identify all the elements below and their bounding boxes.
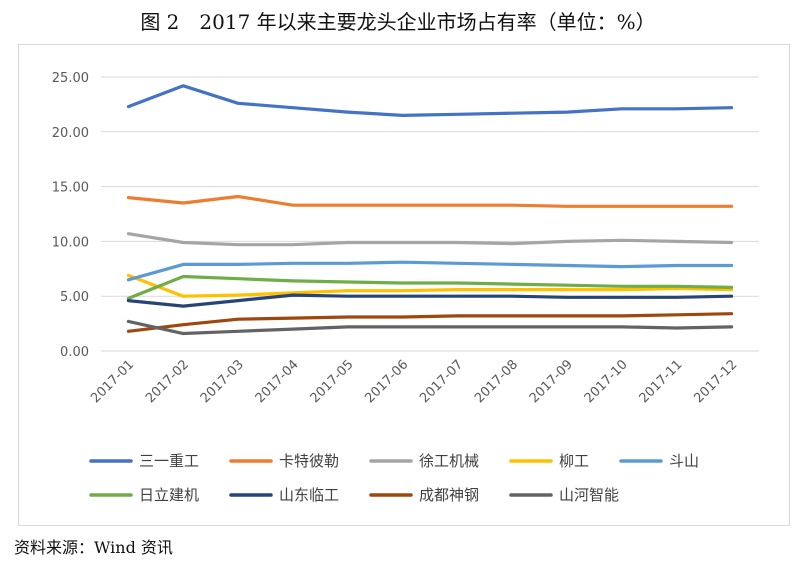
y-tick-label: 10.00: [52, 235, 89, 250]
legend-label: 柳工: [559, 452, 589, 470]
x-tick-label: 2017-08: [472, 357, 521, 406]
legend-label: 日立建机: [139, 486, 199, 504]
x-tick-label: 2017-06: [362, 357, 411, 406]
series-line: [126, 260, 734, 282]
x-tick-label: 2017-04: [253, 357, 302, 406]
legend-label: 山河智能: [559, 486, 619, 504]
legend-label: 斗山: [669, 452, 699, 470]
x-tick-label: 2017-10: [582, 357, 631, 406]
y-tick-label: 5.00: [60, 290, 89, 305]
chart-area: 0.00 5.00 10.00 15.00 20.00 25.00 2017-01 2017-…: [18, 44, 790, 526]
x-tick-label: 2017-12: [691, 357, 740, 406]
legend-label: 山东临工: [279, 486, 339, 504]
series-line: [126, 312, 734, 333]
x-tick-label: 2017-02: [143, 357, 192, 406]
series-line: [126, 84, 734, 118]
series-line: [126, 319, 734, 336]
source-note: 资料来源：Wind 资讯: [14, 538, 173, 557]
x-tick-label: 2017-05: [308, 357, 357, 406]
series-line: [126, 293, 734, 308]
x-tick-label: 2017-11: [637, 357, 686, 406]
legend-label: 成都神钢: [419, 486, 479, 504]
y-tick-label: 20.00: [52, 126, 89, 141]
x-tick-label: 2017-07: [417, 357, 466, 406]
page-title: 图 2 2017 年以来主要龙头企业市场占有率（单位：%）: [140, 10, 656, 34]
series-line: [126, 232, 734, 247]
y-tick-label: 15.00: [52, 181, 89, 196]
series-line: [126, 273, 734, 298]
legend-label: 三一重工: [139, 452, 199, 470]
y-tick-label: 0.00: [60, 345, 89, 360]
series-line: [126, 194, 734, 208]
legend-label: 卡特彼勒: [279, 452, 339, 470]
x-tick-label: 2017-09: [527, 357, 576, 406]
series-line: [126, 274, 734, 300]
y-tick-label: 25.00: [52, 71, 89, 86]
x-tick-label: 2017-01: [88, 357, 137, 406]
x-tick-label: 2017-03: [198, 357, 247, 406]
legend-label: 徐工机械: [419, 452, 479, 470]
